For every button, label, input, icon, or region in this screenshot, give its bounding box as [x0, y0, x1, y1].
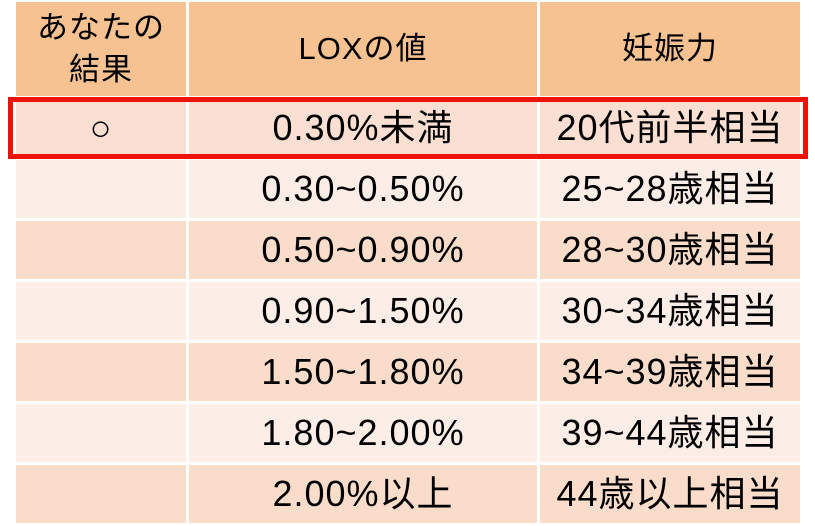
column-header-result-text: あなたの 結果: [37, 7, 165, 91]
table-cell-fertility-row2: 25~28歳相当: [540, 160, 800, 218]
table-cell-fertility-row3: 28~30歳相当: [540, 221, 800, 279]
table-cell-result-row7: [16, 465, 186, 523]
table-cell-lox-row4: 0.90~1.50%: [189, 282, 537, 340]
table-cell-result-row2: [16, 160, 186, 218]
table: あなたの 結果 LOXの値 妊娠力 ○ 0.30%未満 20代前半相当 0.30…: [16, 2, 800, 523]
table-cell-fertility-row5: 34~39歳相当: [540, 343, 800, 401]
table-cell-fertility-row6: 39~44歳相当: [540, 404, 800, 462]
table-cell-fertility-row4: 30~34歳相当: [540, 282, 800, 340]
table-cell-lox-row7: 2.00%以上: [189, 465, 537, 523]
column-header-fertility: 妊娠力: [540, 2, 800, 96]
column-header-result: あなたの 結果: [16, 2, 186, 96]
table-cell-lox-row2: 0.30~0.50%: [189, 160, 537, 218]
table-cell-lox-row1: 0.30%未満: [189, 99, 537, 157]
table-cell-lox-row3: 0.50~0.90%: [189, 221, 537, 279]
header-result-line-1: あなたの: [37, 10, 165, 46]
table-cell-result-row6: [16, 404, 186, 462]
header-result-line-2: 結果: [69, 52, 133, 87]
table-cell-result-row1: ○: [16, 99, 186, 157]
table-cell-result-row4: [16, 282, 186, 340]
table-cell-fertility-row1: 20代前半相当: [540, 99, 800, 157]
column-header-lox: LOXの値: [189, 2, 537, 96]
table-cell-result-row5: [16, 343, 186, 401]
table-cell-lox-row5: 1.50~1.80%: [189, 343, 537, 401]
table-cell-lox-row6: 1.80~2.00%: [189, 404, 537, 462]
table-cell-result-row3: [16, 221, 186, 279]
table-cell-fertility-row7: 44歳以上相当: [540, 465, 800, 523]
